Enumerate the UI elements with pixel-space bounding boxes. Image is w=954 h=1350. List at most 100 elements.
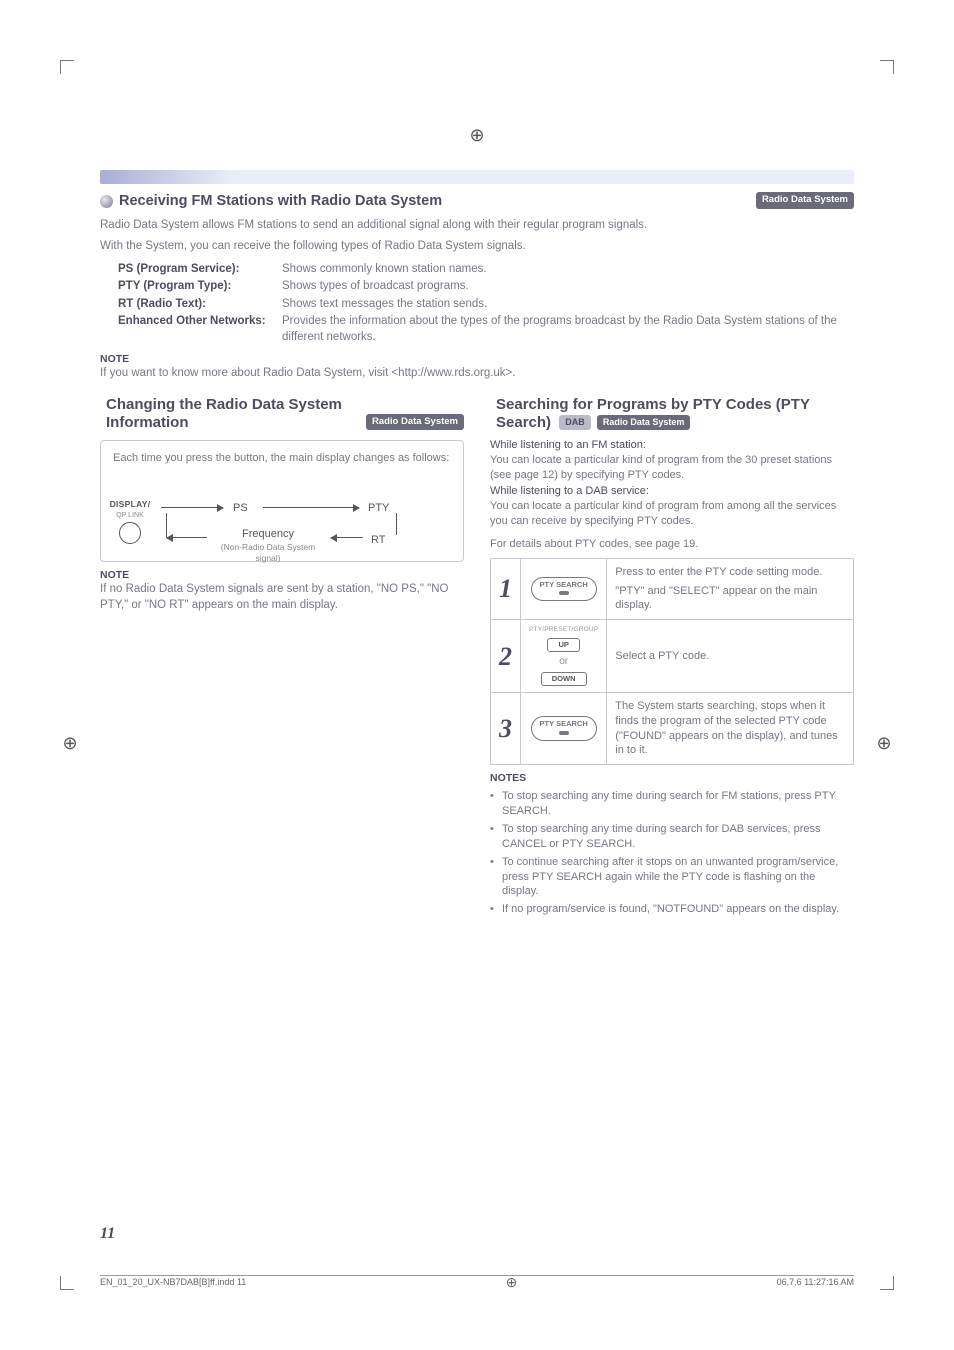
table-row: PTY (Program Type): Shows types of broad… — [118, 278, 854, 296]
def-text: Shows types of broadcast programs. — [282, 278, 854, 296]
registration-mark-icon: ⊕ — [506, 1273, 518, 1292]
def-label: Enhanced Other Networks: — [118, 313, 282, 346]
flow-diagram: DISPLAY/ QP LINK PS PTY RT Frequency (No… — [113, 475, 451, 553]
flow-caption: Each time you press the button, the main… — [113, 451, 451, 465]
note-heading: NOTE — [100, 568, 464, 582]
arrow-icon — [331, 537, 363, 538]
step-number: 1 — [491, 558, 521, 620]
def-label: PTY (Program Type): — [118, 278, 282, 296]
button-slot-icon — [559, 731, 569, 735]
def-text: Shows text messages the station sends. — [282, 296, 854, 314]
step-desc: Select a PTY code. — [607, 620, 854, 693]
notes-heading: NOTES — [490, 771, 854, 785]
table-row: PS (Program Service): Shows commonly kno… — [118, 261, 854, 279]
list-item: To continue searching after it stops on … — [490, 855, 854, 900]
crop-mark — [60, 1276, 74, 1290]
step-number: 2 — [491, 620, 521, 693]
display-button-graphic: DISPLAY/ QP LINK — [107, 499, 153, 544]
pty-search-button-graphic: PTY SEARCH — [531, 716, 597, 741]
right-title: Searching for Programs by PTY Codes (PTY… — [490, 396, 854, 432]
button-label: PTY SEARCH — [540, 580, 588, 589]
step-button-cell: PTY SEARCH — [521, 558, 607, 620]
left-title: Changing the Radio Data System Informati… — [100, 396, 464, 432]
rds-pill: Radio Data System — [366, 414, 464, 429]
step-number: 3 — [491, 692, 521, 764]
dab-pill: DAB — [559, 415, 591, 430]
details-line: For details about PTY codes, see page 19… — [490, 537, 854, 552]
right-column: Searching for Programs by PTY Codes (PTY… — [490, 396, 854, 920]
fm-heading: While listening to an FM station: — [490, 438, 854, 453]
main-title-row: Receiving FM Stations with Radio Data Sy… — [100, 192, 854, 214]
flow-node-pty: PTY — [368, 501, 389, 516]
steps-table: 1 PTY SEARCH Press to enter the PTY code… — [490, 558, 854, 765]
list-item: To stop searching any time during search… — [490, 822, 854, 852]
header-strip — [100, 170, 854, 184]
fm-body: You can locate a particular kind of prog… — [490, 453, 854, 483]
definitions-table: PS (Program Service): Shows commonly kno… — [118, 261, 854, 347]
or-label: or — [559, 655, 568, 669]
note-heading: NOTE — [100, 352, 854, 366]
crop-mark — [60, 60, 74, 74]
rds-pill: Radio Data System — [597, 415, 691, 430]
registration-mark-icon: ⊕ — [467, 125, 487, 145]
line-icon — [396, 513, 397, 535]
step-desc: Press to enter the PTY code setting mode… — [607, 558, 854, 620]
updown-top-label: PTY/PRESET/GROUP — [529, 626, 598, 635]
footer: EN_01_20_UX-NB7DAB[B]ff.indd 11 ⊕ 06.7.6… — [100, 1273, 854, 1292]
list-item: To stop searching any time during search… — [490, 789, 854, 819]
arrow-icon — [161, 507, 223, 508]
left-title-text: Changing the Radio Data System Informati… — [106, 396, 360, 432]
crop-mark — [880, 60, 894, 74]
list-item: If no program/service is found, "NOTFOUN… — [490, 902, 854, 917]
bullet-icon — [100, 195, 113, 208]
arrow-icon — [263, 507, 359, 508]
dab-heading: While listening to a DAB service: — [490, 484, 854, 499]
flow-node-ps: PS — [233, 501, 248, 516]
arrow-icon — [167, 537, 207, 538]
note-body: If you want to know more about Radio Dat… — [100, 366, 854, 382]
note-body: If no Radio Data System signals are sent… — [100, 582, 464, 613]
table-row: 2 PTY/PRESET/GROUP UP or DOWN Select a P… — [491, 620, 854, 693]
flow-freq-label: Frequency — [208, 527, 328, 542]
dab-body: You can locate a particular kind of prog… — [490, 499, 854, 529]
registration-mark-icon: ⊕ — [60, 733, 80, 753]
step-button-cell: PTY/PRESET/GROUP UP or DOWN — [521, 620, 607, 693]
flow-node-rt: RT — [371, 533, 385, 548]
intro-line-2: With the System, you can receive the fol… — [100, 239, 854, 255]
def-text: Provides the information about the types… — [282, 313, 854, 346]
intro-line-1: Radio Data System allows FM stations to … — [100, 218, 854, 234]
step-desc: The System starts searching, stops when … — [607, 692, 854, 764]
step-desc-2: "PTY" and "SELECT" appear on the main di… — [615, 584, 845, 614]
button-label: PTY SEARCH — [540, 719, 588, 728]
flow-freq-sublabel: (Non-Radio Data System signal) — [208, 542, 328, 565]
display-label: DISPLAY/ — [107, 499, 153, 510]
def-label: PS (Program Service): — [118, 261, 282, 279]
pty-search-button-graphic: PTY SEARCH — [531, 577, 597, 602]
table-row: Enhanced Other Networks: Provides the in… — [118, 313, 854, 346]
down-button-graphic: DOWN — [541, 672, 587, 686]
table-row: RT (Radio Text): Shows text messages the… — [118, 296, 854, 314]
def-label: RT (Radio Text): — [118, 296, 282, 314]
main-title: Receiving FM Stations with Radio Data Sy… — [100, 192, 442, 212]
crop-mark — [880, 1276, 894, 1290]
up-down-graphic: PTY/PRESET/GROUP UP or DOWN — [529, 626, 598, 686]
page-number: 11 — [100, 1223, 115, 1245]
left-column: Changing the Radio Data System Informati… — [100, 396, 464, 920]
step-button-cell: PTY SEARCH — [521, 692, 607, 764]
def-text: Shows commonly known station names. — [282, 261, 854, 279]
table-row: 3 PTY SEARCH The System starts searching… — [491, 692, 854, 764]
table-row: 1 PTY SEARCH Press to enter the PTY code… — [491, 558, 854, 620]
footer-left: EN_01_20_UX-NB7DAB[B]ff.indd 11 — [100, 1276, 246, 1288]
rds-pill: Radio Data System — [756, 192, 854, 209]
up-button-graphic: UP — [547, 638, 579, 652]
display-sublabel: QP LINK — [107, 511, 153, 520]
line-icon — [166, 513, 167, 538]
flow-node-freq: Frequency (Non-Radio Data System signal) — [208, 527, 328, 565]
footer-right: 06.7.6 11:27:16 AM — [777, 1276, 854, 1288]
notes-list: To stop searching any time during search… — [490, 789, 854, 917]
step-desc-1: Press to enter the PTY code setting mode… — [615, 565, 845, 580]
registration-mark-icon: ⊕ — [874, 733, 894, 753]
flow-box: Each time you press the button, the main… — [100, 440, 464, 562]
right-title-text: Searching for Programs by PTY Codes (PTY… — [496, 396, 854, 432]
circle-icon — [119, 522, 141, 544]
